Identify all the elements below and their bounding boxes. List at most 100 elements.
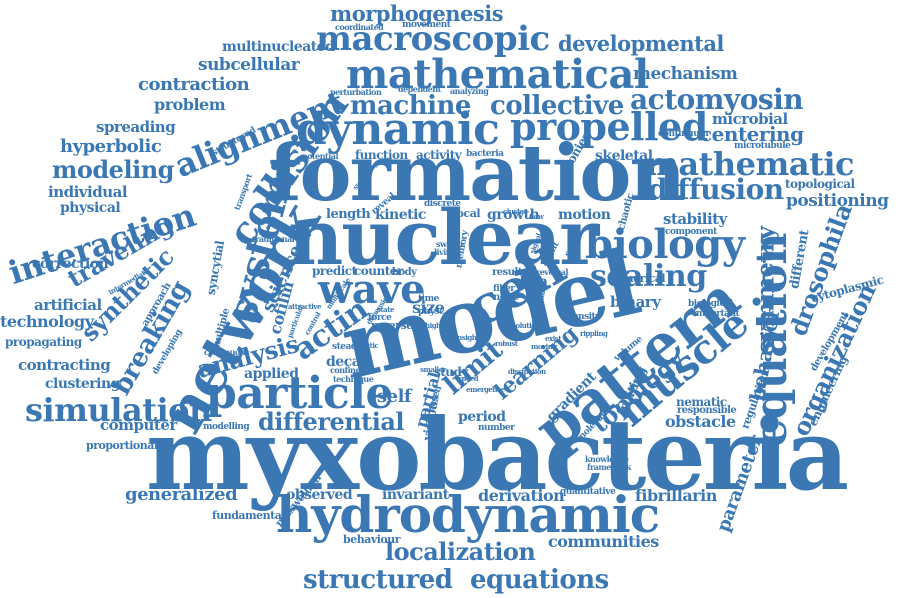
word-growth: growth	[487, 207, 540, 223]
word-contraction: contraction	[138, 74, 250, 95]
word-fibrillarin: fibrillarin	[635, 486, 717, 505]
word-physical: physical	[60, 200, 121, 216]
word-smaller: smaller	[420, 365, 446, 374]
word-continuous: continuous	[204, 347, 250, 357]
word-important: important	[693, 309, 740, 319]
word-study: study	[434, 365, 468, 379]
word-reversal: reversal	[536, 267, 568, 277]
word-self: self	[377, 386, 412, 407]
word-rippling: rippling	[580, 329, 608, 338]
word-particle: particle	[206, 368, 394, 419]
word-macroscopic: macroscopic	[316, 19, 550, 59]
word-steady: steady	[332, 342, 362, 352]
word-nuclear: nuclear	[288, 193, 599, 282]
word-activity: activity	[416, 148, 462, 162]
word-scaling: scaling	[590, 259, 707, 294]
word-technique: technique	[333, 374, 374, 384]
word-generalized: generalized	[125, 484, 238, 505]
word-insight: insight	[455, 333, 480, 342]
word-spreading: spreading	[96, 118, 176, 136]
word-discrete: discrete	[424, 199, 461, 209]
word-emergence: emergence	[466, 385, 505, 394]
word-microtubule: microtubule	[734, 141, 791, 151]
word-robust: robust	[495, 339, 518, 348]
word-myxobacteria: myxobacteria	[146, 398, 849, 513]
word-collective: collective	[490, 91, 624, 121]
word-continuum: continuum	[658, 129, 709, 139]
word-reverse: reverse	[371, 319, 413, 332]
word-actomyosin: actomyosin	[630, 83, 804, 116]
word-invariant: invariant	[382, 487, 449, 503]
word-problem: problem	[154, 95, 226, 114]
word-dependent: dependent	[398, 84, 441, 94]
word-clustering: clustering	[45, 376, 120, 392]
word-modelling: modelling	[203, 422, 250, 432]
word-multinucleated: multinucleated	[222, 39, 335, 55]
word-modeling: modeling	[52, 155, 174, 184]
word-predict: predict	[312, 264, 357, 278]
word-subcellular: subcellular	[198, 55, 300, 75]
word-equations: equations	[470, 565, 609, 595]
word-cluster: cluster	[503, 207, 527, 216]
word-framework: framework	[587, 462, 631, 472]
word-proportional: proportional	[86, 439, 158, 452]
word-body: body	[392, 267, 417, 278]
word-local: local	[453, 207, 481, 220]
word-swarm: swarm	[436, 239, 463, 249]
word-physc: physc	[418, 307, 445, 317]
word-quantitative: quantitative	[560, 487, 616, 497]
word-component: component	[665, 227, 717, 237]
word-formation: formation	[268, 128, 686, 219]
word-mathematic: mathematic	[645, 145, 855, 183]
word-stability: stability	[663, 210, 727, 228]
word-motion: motion	[558, 207, 611, 223]
word-number: number	[478, 423, 515, 433]
word-artificial: artificial	[34, 296, 102, 314]
word-biology: biology	[585, 221, 745, 268]
word-perturbation: perturbation	[330, 87, 382, 97]
word-traditional: traditional	[252, 234, 295, 244]
word-speed: speed	[458, 374, 479, 383]
word-structured: structured	[303, 565, 453, 595]
word-numerical: numerical	[607, 272, 666, 285]
word-binary: binary	[610, 293, 661, 311]
word-observed: observed	[286, 487, 353, 503]
word-counter: counter	[354, 264, 403, 278]
word-developmental: developmental	[558, 31, 724, 56]
word-potential: potential	[302, 151, 339, 161]
word-biological: biological	[688, 299, 733, 309]
word-flow: flow	[529, 212, 544, 221]
word-movement: movement	[402, 20, 451, 30]
word-hyperbolic: hyperbolic	[60, 136, 162, 157]
word-diffusion: diffusion	[648, 173, 784, 206]
word-none: none	[493, 292, 519, 303]
word-force: force	[368, 313, 392, 323]
word-nematic: nematic	[676, 395, 727, 409]
word-function: function	[355, 148, 408, 162]
word-technology: technology	[0, 312, 94, 331]
word-result: result	[492, 267, 522, 278]
word-positioning: positioning	[786, 191, 889, 211]
word-dissipation: dissipation	[508, 367, 546, 376]
word-topological: topological	[785, 177, 855, 191]
word-computer: computer	[100, 416, 177, 434]
word-length: length	[326, 207, 371, 222]
word-communities: communities	[548, 532, 659, 551]
word-moving: moving	[531, 342, 557, 351]
word-coordinated: coordinated	[335, 22, 384, 32]
word-centering: centering	[700, 122, 804, 146]
word-simulation: simulation	[25, 391, 212, 429]
word-propelled: propelled	[510, 104, 708, 149]
word-hydrodynamic: hydrodynamic	[276, 485, 660, 544]
word-density: density	[567, 312, 600, 322]
word-derivation: derivation	[478, 486, 565, 505]
word-time: time	[418, 294, 439, 304]
word-mechanism: mechanism	[633, 64, 738, 84]
word-responsible: responsible	[677, 405, 737, 416]
word-differential: differential	[258, 407, 405, 436]
word-confined: confined	[330, 365, 366, 375]
word-dynamic: dynamic	[296, 104, 500, 155]
word-decay: decay	[326, 354, 368, 370]
word-size: size	[412, 298, 445, 317]
